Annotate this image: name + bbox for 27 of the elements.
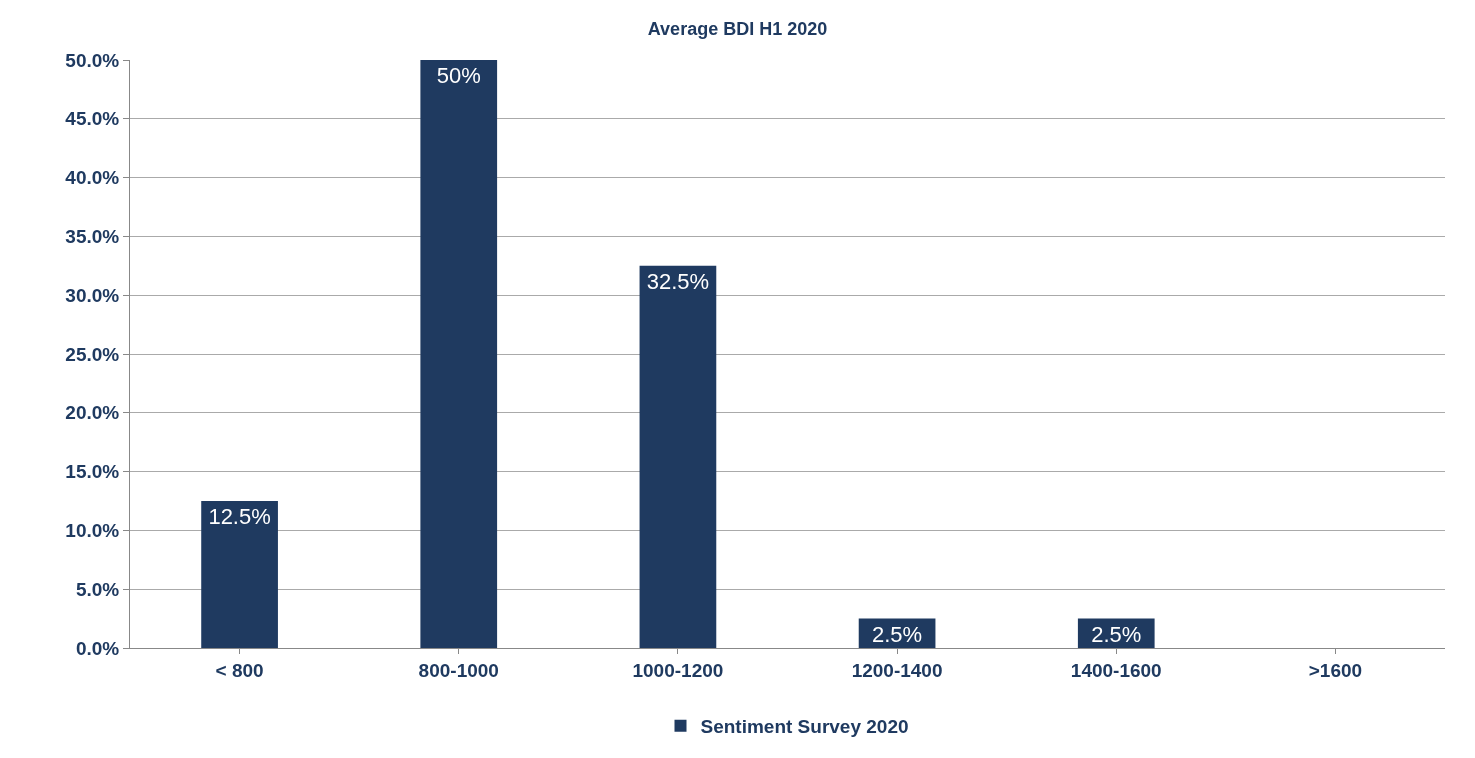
y-tick-label: 35.0% [65, 226, 120, 248]
y-tick-label: 40.0% [65, 167, 120, 189]
x-tick-label: 800-1000 [418, 659, 499, 681]
y-tick-label: 10.0% [65, 520, 120, 542]
data-label: 32.5% [646, 268, 710, 294]
y-tick-label: 15.0% [65, 461, 120, 483]
x-tick-label: 1400-1600 [1070, 659, 1162, 681]
bar [201, 501, 278, 648]
data-label: 2.5% [1091, 621, 1142, 647]
y-tick-label: 0.0% [75, 637, 120, 659]
data-label: 2.5% [872, 621, 923, 647]
x-tick-label: 1200-1400 [851, 659, 943, 681]
legend-label: Sentiment Survey 2020 [700, 716, 909, 738]
data-label: 12.5% [208, 504, 271, 529]
y-tick-label: 25.0% [65, 343, 120, 365]
data-label: 50% [436, 63, 481, 88]
bar [639, 265, 717, 648]
x-tick-label: < 800 [215, 659, 264, 681]
bar [420, 60, 498, 648]
y-tick-label: 30.0% [65, 284, 120, 306]
y-tick-label: 50.0% [65, 49, 120, 71]
x-tick-label: >1600 [1308, 659, 1363, 681]
y-tick-label: 45.0% [65, 108, 120, 130]
y-tick-label: 20.0% [65, 402, 120, 424]
chart-title: Average BDI H1 2020 [647, 19, 828, 40]
y-tick-label: 5.0% [75, 578, 120, 600]
x-tick-label: 1000-1200 [632, 659, 724, 681]
